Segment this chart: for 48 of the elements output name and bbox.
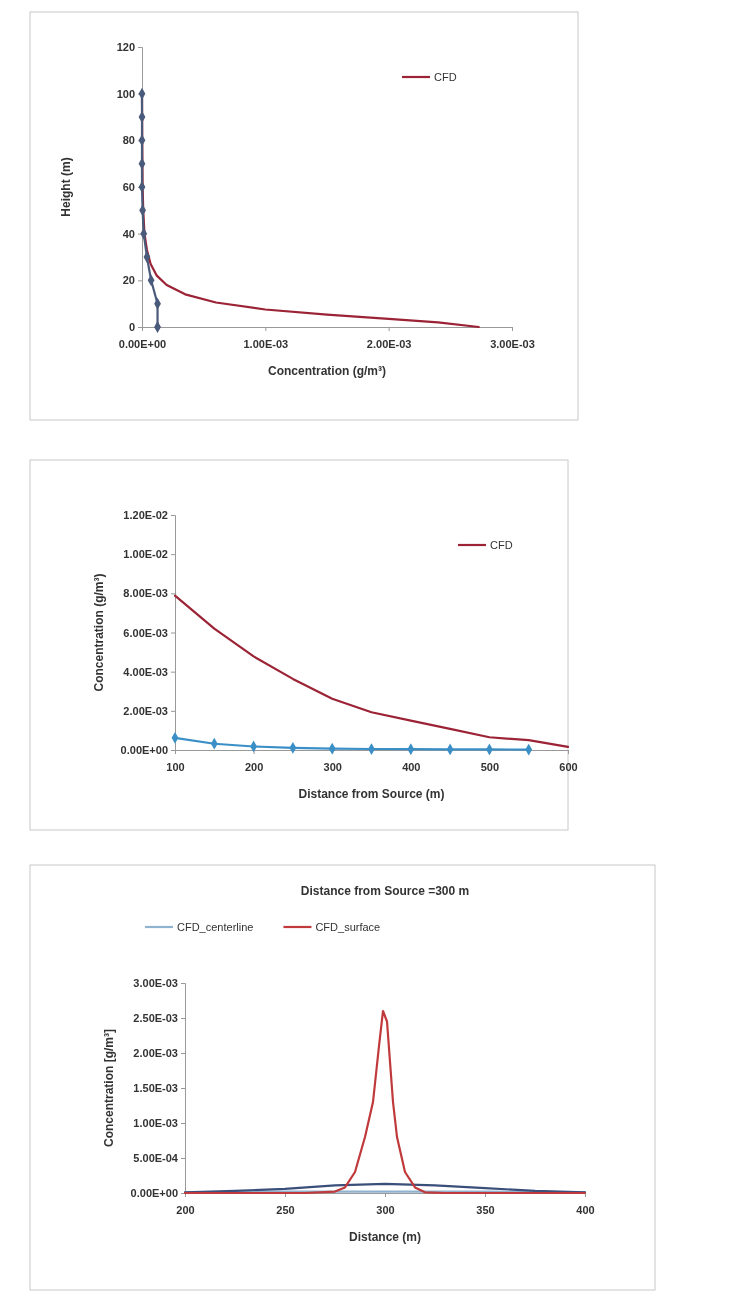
x-tick-label: 300: [323, 761, 342, 774]
y-tick-label: 1.00E-03: [133, 1117, 178, 1130]
y-tick-label: 3.00E-03: [133, 977, 178, 990]
x-tick-label: 250: [276, 1204, 295, 1217]
x-tick-label: 350: [476, 1204, 495, 1217]
y-tick-label: 1.50E-03: [133, 1082, 178, 1095]
y-tick-label: 60: [122, 181, 135, 194]
line-series: [173, 594, 570, 748]
line-series: [183, 1182, 587, 1194]
y-tick-label: 6.00E-03: [123, 626, 168, 639]
y-axis-title: Concentration (g/m³): [92, 573, 106, 692]
x-tick-label: 3.00E-03: [490, 338, 535, 351]
x-tick-label: 500: [480, 761, 500, 774]
y-tick-label: 20: [122, 274, 135, 287]
y-tick-label: 5.00E-04: [133, 1152, 179, 1165]
y-tick-label: 2.00E-03: [133, 1047, 178, 1060]
y-axis-title: Concentration [g/m³]: [102, 1029, 116, 1147]
x-tick-label: 200: [176, 1204, 195, 1217]
y-tick-label: 100: [116, 87, 135, 100]
legend-label: CFD: [434, 70, 457, 83]
y-tick-label: 2.50E-03: [133, 1012, 178, 1025]
x-axis-title: Distance from Source (m): [298, 787, 445, 801]
x-tick-label: 2.00E-03: [366, 338, 412, 351]
line-series: [183, 1009, 587, 1195]
y-tick-label: 8.00E-03: [123, 587, 168, 600]
y-tick-label: 2.00E-03: [123, 704, 168, 717]
x-axis-title: Concentration (g/m³): [268, 364, 386, 378]
y-tick-label: 4.00E-03: [123, 665, 168, 678]
y-tick-label: 0: [128, 321, 135, 334]
y-tick-label: 1.20E-02: [123, 509, 168, 522]
legend-label: CFD_centerline: [177, 920, 254, 933]
chart-title: Distance from Source =300 m: [300, 884, 470, 898]
y-tick-label: 0.00E+00: [120, 744, 168, 757]
x-tick-label: 1.00E-03: [243, 338, 289, 351]
x-tick-label: 600: [559, 761, 578, 774]
y-tick-label: 120: [116, 41, 135, 54]
x-tick-label: 200: [244, 761, 264, 774]
x-tick-label: 300: [376, 1204, 395, 1217]
y-tick-label: 40: [122, 227, 135, 240]
legend-label: CFD_surface: [315, 920, 381, 933]
x-axis-title: Distance (m): [348, 1230, 422, 1244]
legend-label: CFD: [490, 538, 513, 551]
y-axis-title: Height (m): [59, 157, 73, 217]
x-tick-label: 400: [576, 1204, 595, 1217]
x-tick-label: 400: [402, 761, 421, 774]
y-tick-label: 0.00E+00: [130, 1187, 178, 1200]
y-tick-label: 1.00E-02: [123, 548, 168, 561]
y-tick-label: 80: [122, 134, 135, 147]
